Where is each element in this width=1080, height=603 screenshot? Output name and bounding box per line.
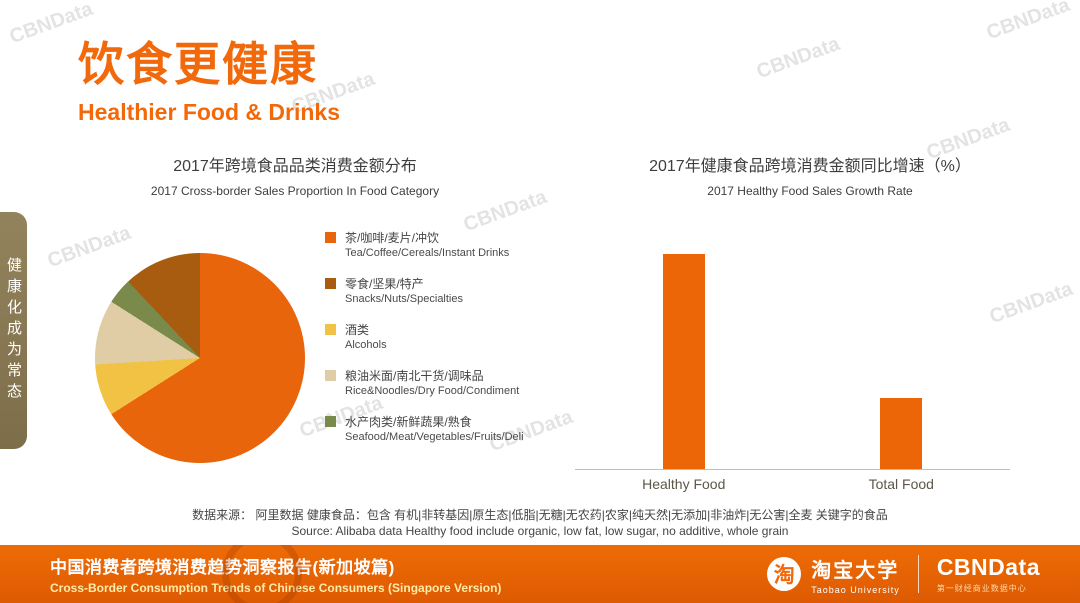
legend-text: 水产肉类/新鲜蔬果/熟食 Seafood/Meat/Vegetables/Fru… [345, 414, 524, 445]
bar-chart: Healthy Food Total Food [575, 248, 1010, 492]
watermark: CBNData [44, 221, 134, 273]
bar-column [793, 248, 1011, 469]
source-note-en: Source: Alibaba data Healthy food includ… [291, 524, 789, 538]
legend-text: 茶/咖啡/麦片/冲饮 Tea/Coffee/Cereals/Instant Dr… [345, 230, 509, 261]
legend-swatch [325, 232, 336, 243]
legend-swatch [325, 324, 336, 335]
footer: 中国消费者跨境消费趋势洞察报告(新加坡篇) Cross-Border Consu… [0, 545, 1080, 603]
legend-item: 酒类 Alcohols [325, 322, 524, 353]
legend-item: 粮油米面/南北干货/调味品 Rice&Noodles/Dry Food/Cond… [325, 368, 524, 399]
taobao-logo-glyph: 淘 [773, 564, 795, 587]
page-subtitle: Healthier Food & Drinks [78, 99, 340, 125]
header: 饮食更健康 Healthier Food & Drinks [78, 28, 340, 126]
bar-chart-subtitle: 2017 Healthy Food Sales Growth Rate [707, 184, 913, 198]
side-tab: 健康化成为常态 [0, 212, 27, 449]
bar [880, 398, 923, 469]
legend-label-zh: 酒类 [345, 323, 370, 337]
bar-labels: Healthy Food Total Food [575, 476, 1010, 492]
watermark: CBNData [753, 32, 843, 84]
legend-label-zh: 零食/坚果/特产 [345, 277, 424, 291]
taobao-name-en: Taobao University [811, 584, 900, 595]
cbndata-brand: CBNData 第一财经商业数据中心 [937, 554, 1040, 594]
bar-label: Total Food [868, 476, 934, 492]
legend-text: 粮油米面/南北干货/调味品 Rice&Noodles/Dry Food/Cond… [345, 368, 519, 399]
legend-text: 零食/坚果/特产 Snacks/Nuts/Specialties [345, 276, 463, 307]
footer-emblem-decoration [222, 545, 302, 603]
taobao-logo-icon: 淘 [767, 557, 802, 591]
legend-label-zh: 水产肉类/新鲜蔬果/熟食 [345, 415, 472, 429]
legend-label-zh: 粮油米面/南北干货/调味品 [345, 369, 484, 383]
legend-text: 酒类 Alcohols [345, 322, 387, 353]
legend-item: 水产肉类/新鲜蔬果/熟食 Seafood/Meat/Vegetables/Fru… [325, 414, 524, 445]
taobao-name-zh: 淘宝大学 [811, 559, 900, 582]
legend-label-zh: 茶/咖啡/麦片/冲饮 [345, 231, 440, 245]
legend-swatch [325, 370, 336, 381]
footer-divider [917, 555, 919, 593]
legend-label-en: Tea/Coffee/Cereals/Instant Drinks [345, 247, 510, 259]
legend-label-en: Seafood/Meat/Vegetables/Fruits/Deli [345, 431, 524, 443]
bar-section: 2017年健康食品跨境消费金额同比增速（%） 2017 Healthy Food… [570, 152, 1050, 198]
legend-label-en: Rice&Noodles/Dry Food/Condiment [345, 385, 520, 397]
bar-column [575, 248, 793, 469]
bar-chart-title: 2017年健康食品跨境消费金额同比增速（%） [649, 158, 971, 175]
pie-legend: 茶/咖啡/麦片/冲饮 Tea/Coffee/Cereals/Instant Dr… [325, 230, 524, 460]
legend-item: 茶/咖啡/麦片/冲饮 Tea/Coffee/Cereals/Instant Dr… [325, 230, 524, 261]
cbndata-logo: CBNData [936, 554, 1040, 580]
taobao-university-brand: 淘宝大学 Taobao University [811, 554, 900, 595]
bar-label: Healthy Food [642, 476, 726, 492]
pie-chart-subtitle: 2017 Cross-border Sales Proportion In Fo… [150, 184, 440, 198]
legend-swatch [325, 278, 336, 289]
page-title: 饮食更健康 [78, 38, 318, 90]
source-note-zh: 数据来源： 阿里数据 健康食品：包含 有机|非转基因|原生态|低脂|无糖|无农药… [192, 508, 888, 522]
cbndata-subtitle: 第一财经商业数据中心 [936, 584, 1027, 593]
bar [662, 254, 705, 469]
legend-item: 零食/坚果/特产 Snacks/Nuts/Specialties [325, 276, 524, 307]
pie-chart-title: 2017年跨境食品品类消费金额分布 [173, 158, 417, 175]
footer-brands: 淘 淘宝大学 Taobao University CBNData 第一财经商业数… [767, 554, 1040, 595]
legend-swatch [325, 416, 336, 427]
watermark: CBNData [983, 0, 1073, 45]
pie-chart [95, 253, 305, 463]
legend-label-en: Alcohols [345, 339, 387, 351]
bar-area [575, 248, 1010, 470]
legend-label-en: Snacks/Nuts/Specialties [345, 293, 463, 305]
pie-section: 2017年跨境食品品类消费金额分布 2017 Cross-border Sale… [60, 152, 530, 198]
side-tab-label: 健康化成为常态 [5, 257, 22, 404]
